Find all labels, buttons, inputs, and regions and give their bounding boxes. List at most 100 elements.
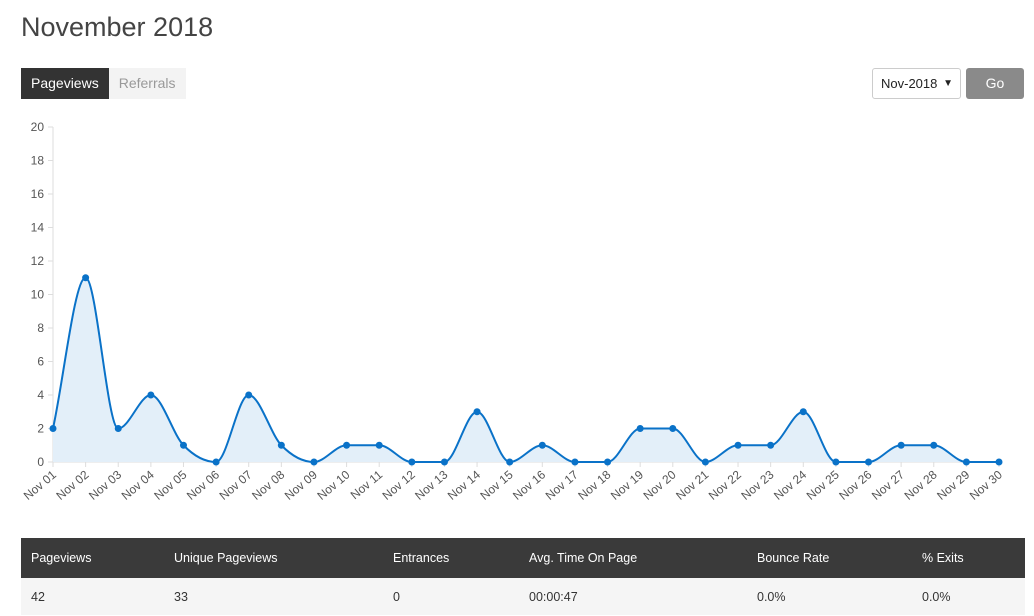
data-point[interactable] [897, 441, 905, 449]
x-tick-label: Nov 20 [641, 467, 679, 502]
month-select[interactable]: Nov-2018 ▼ [872, 68, 961, 99]
table-row: 42 33 0 00:00:47 0.0% 0.0% [21, 578, 1025, 615]
data-point[interactable] [277, 441, 285, 449]
y-tick-label: 14 [31, 221, 45, 235]
x-tick-label: Nov 19 [608, 467, 646, 502]
data-point[interactable] [212, 458, 220, 466]
data-point[interactable] [473, 408, 481, 416]
x-tick-label: Nov 18 [575, 467, 613, 502]
data-point[interactable] [767, 441, 775, 449]
data-point[interactable] [538, 441, 546, 449]
x-tick-label: Nov 09 [282, 467, 320, 502]
x-tick-label: Nov 11 [348, 467, 386, 502]
header-bounce-rate: Bounce Rate [757, 551, 830, 565]
x-tick-label: Nov 16 [510, 467, 548, 502]
y-tick-label: 4 [37, 388, 44, 402]
data-point[interactable] [310, 458, 318, 466]
header-avg-time: Avg. Time On Page [529, 551, 638, 565]
y-tick-label: 12 [31, 254, 45, 268]
stats-table: Pageviews Unique Pageviews Entrances Avg… [21, 538, 1025, 615]
data-point[interactable] [82, 274, 90, 282]
x-tick-label: Nov 17 [543, 467, 581, 502]
value-bounce-rate: 0.0% [757, 589, 786, 604]
data-point[interactable] [147, 391, 155, 399]
data-point[interactable] [49, 425, 57, 432]
y-tick-label: 20 [31, 120, 45, 134]
header-pageviews: Pageviews [31, 551, 92, 565]
month-select-value: Nov-2018 [881, 76, 938, 91]
y-tick-label: 18 [31, 154, 45, 168]
x-tick-label: Nov 02 [53, 467, 91, 502]
data-point[interactable] [962, 458, 970, 466]
data-point[interactable] [408, 458, 416, 466]
x-tick-label: Nov 06 [184, 467, 222, 502]
series-line [52, 276, 999, 464]
value-avg-time: 00:00:47 [529, 589, 578, 604]
header-entrances: Entrances [393, 551, 450, 565]
x-tick-label: Nov 27 [869, 467, 907, 502]
data-point[interactable] [701, 458, 709, 466]
x-tick-label: Nov 14 [445, 467, 483, 502]
data-point[interactable] [995, 458, 1003, 466]
data-point[interactable] [832, 458, 840, 466]
data-point[interactable] [669, 425, 677, 432]
value-pageviews: 42 [31, 589, 45, 604]
x-tick-label: Nov 07 [217, 467, 255, 502]
x-tick-label: Nov 10 [314, 467, 352, 502]
value-exits: 0.0% [922, 589, 951, 604]
y-tick-label: 10 [31, 288, 45, 302]
data-point[interactable] [440, 458, 448, 466]
tab-pageviews[interactable]: Pageviews [21, 68, 109, 99]
x-tick-label: Nov 28 [902, 467, 940, 502]
data-point[interactable] [865, 458, 873, 466]
stats-header-row: Pageviews Unique Pageviews Entrances Avg… [21, 538, 1025, 578]
y-tick-label: 6 [37, 355, 44, 369]
data-point[interactable] [114, 425, 122, 432]
x-tick-label: Nov 08 [249, 467, 287, 502]
series-points [49, 274, 1003, 466]
data-point[interactable] [930, 441, 938, 449]
header-exits: % Exits [922, 551, 964, 565]
y-tick-label: 8 [37, 321, 44, 335]
value-entrances: 0 [393, 589, 400, 604]
x-tick-label: Nov 03 [86, 467, 124, 502]
data-point[interactable] [734, 441, 742, 449]
x-tick-label: Nov 29 [934, 467, 972, 502]
x-tick-label: Nov 25 [804, 467, 842, 502]
x-tick-label: Nov 22 [706, 467, 744, 502]
tab-referrals[interactable]: Referrals [108, 68, 186, 99]
x-tick-label: Nov 23 [738, 467, 776, 502]
data-point[interactable] [343, 441, 351, 449]
y-tick-label: 16 [31, 187, 45, 201]
data-point[interactable] [179, 441, 187, 449]
value-unique-pageviews: 33 [174, 589, 188, 604]
x-tick-label: Nov 24 [771, 467, 809, 502]
x-tick-label: Nov 15 [477, 467, 515, 502]
data-point[interactable] [571, 458, 579, 466]
x-tick-label: Nov 01 [21, 467, 59, 502]
data-point[interactable] [245, 391, 253, 399]
y-axis: 0 2 4 6 8 10 12 14 16 18 20 [31, 120, 54, 469]
chevron-down-icon: ▼ [943, 78, 953, 89]
x-tick-label: Nov 26 [836, 467, 874, 502]
go-button[interactable]: Go [966, 68, 1024, 99]
data-point[interactable] [604, 458, 612, 466]
header-unique-pageviews: Unique Pageviews [174, 551, 278, 565]
data-point[interactable] [799, 408, 807, 416]
x-tick-label: Nov 12 [380, 467, 418, 502]
x-tick-label: Nov 05 [151, 467, 189, 502]
series-area [53, 277, 999, 462]
x-tick-label: Nov 13 [412, 467, 450, 502]
data-point[interactable] [506, 458, 514, 466]
data-point[interactable] [636, 425, 644, 432]
page-title: November 2018 [21, 12, 214, 42]
view-tabs: Pageviews Referrals [21, 68, 186, 99]
x-tick-label: Nov 04 [119, 467, 157, 502]
x-tick-label: Nov 30 [967, 467, 1005, 502]
y-tick-label: 2 [37, 422, 44, 436]
data-point[interactable] [375, 441, 383, 449]
y-tick-label: 0 [37, 455, 44, 469]
x-tick-label: Nov 21 [673, 467, 711, 502]
